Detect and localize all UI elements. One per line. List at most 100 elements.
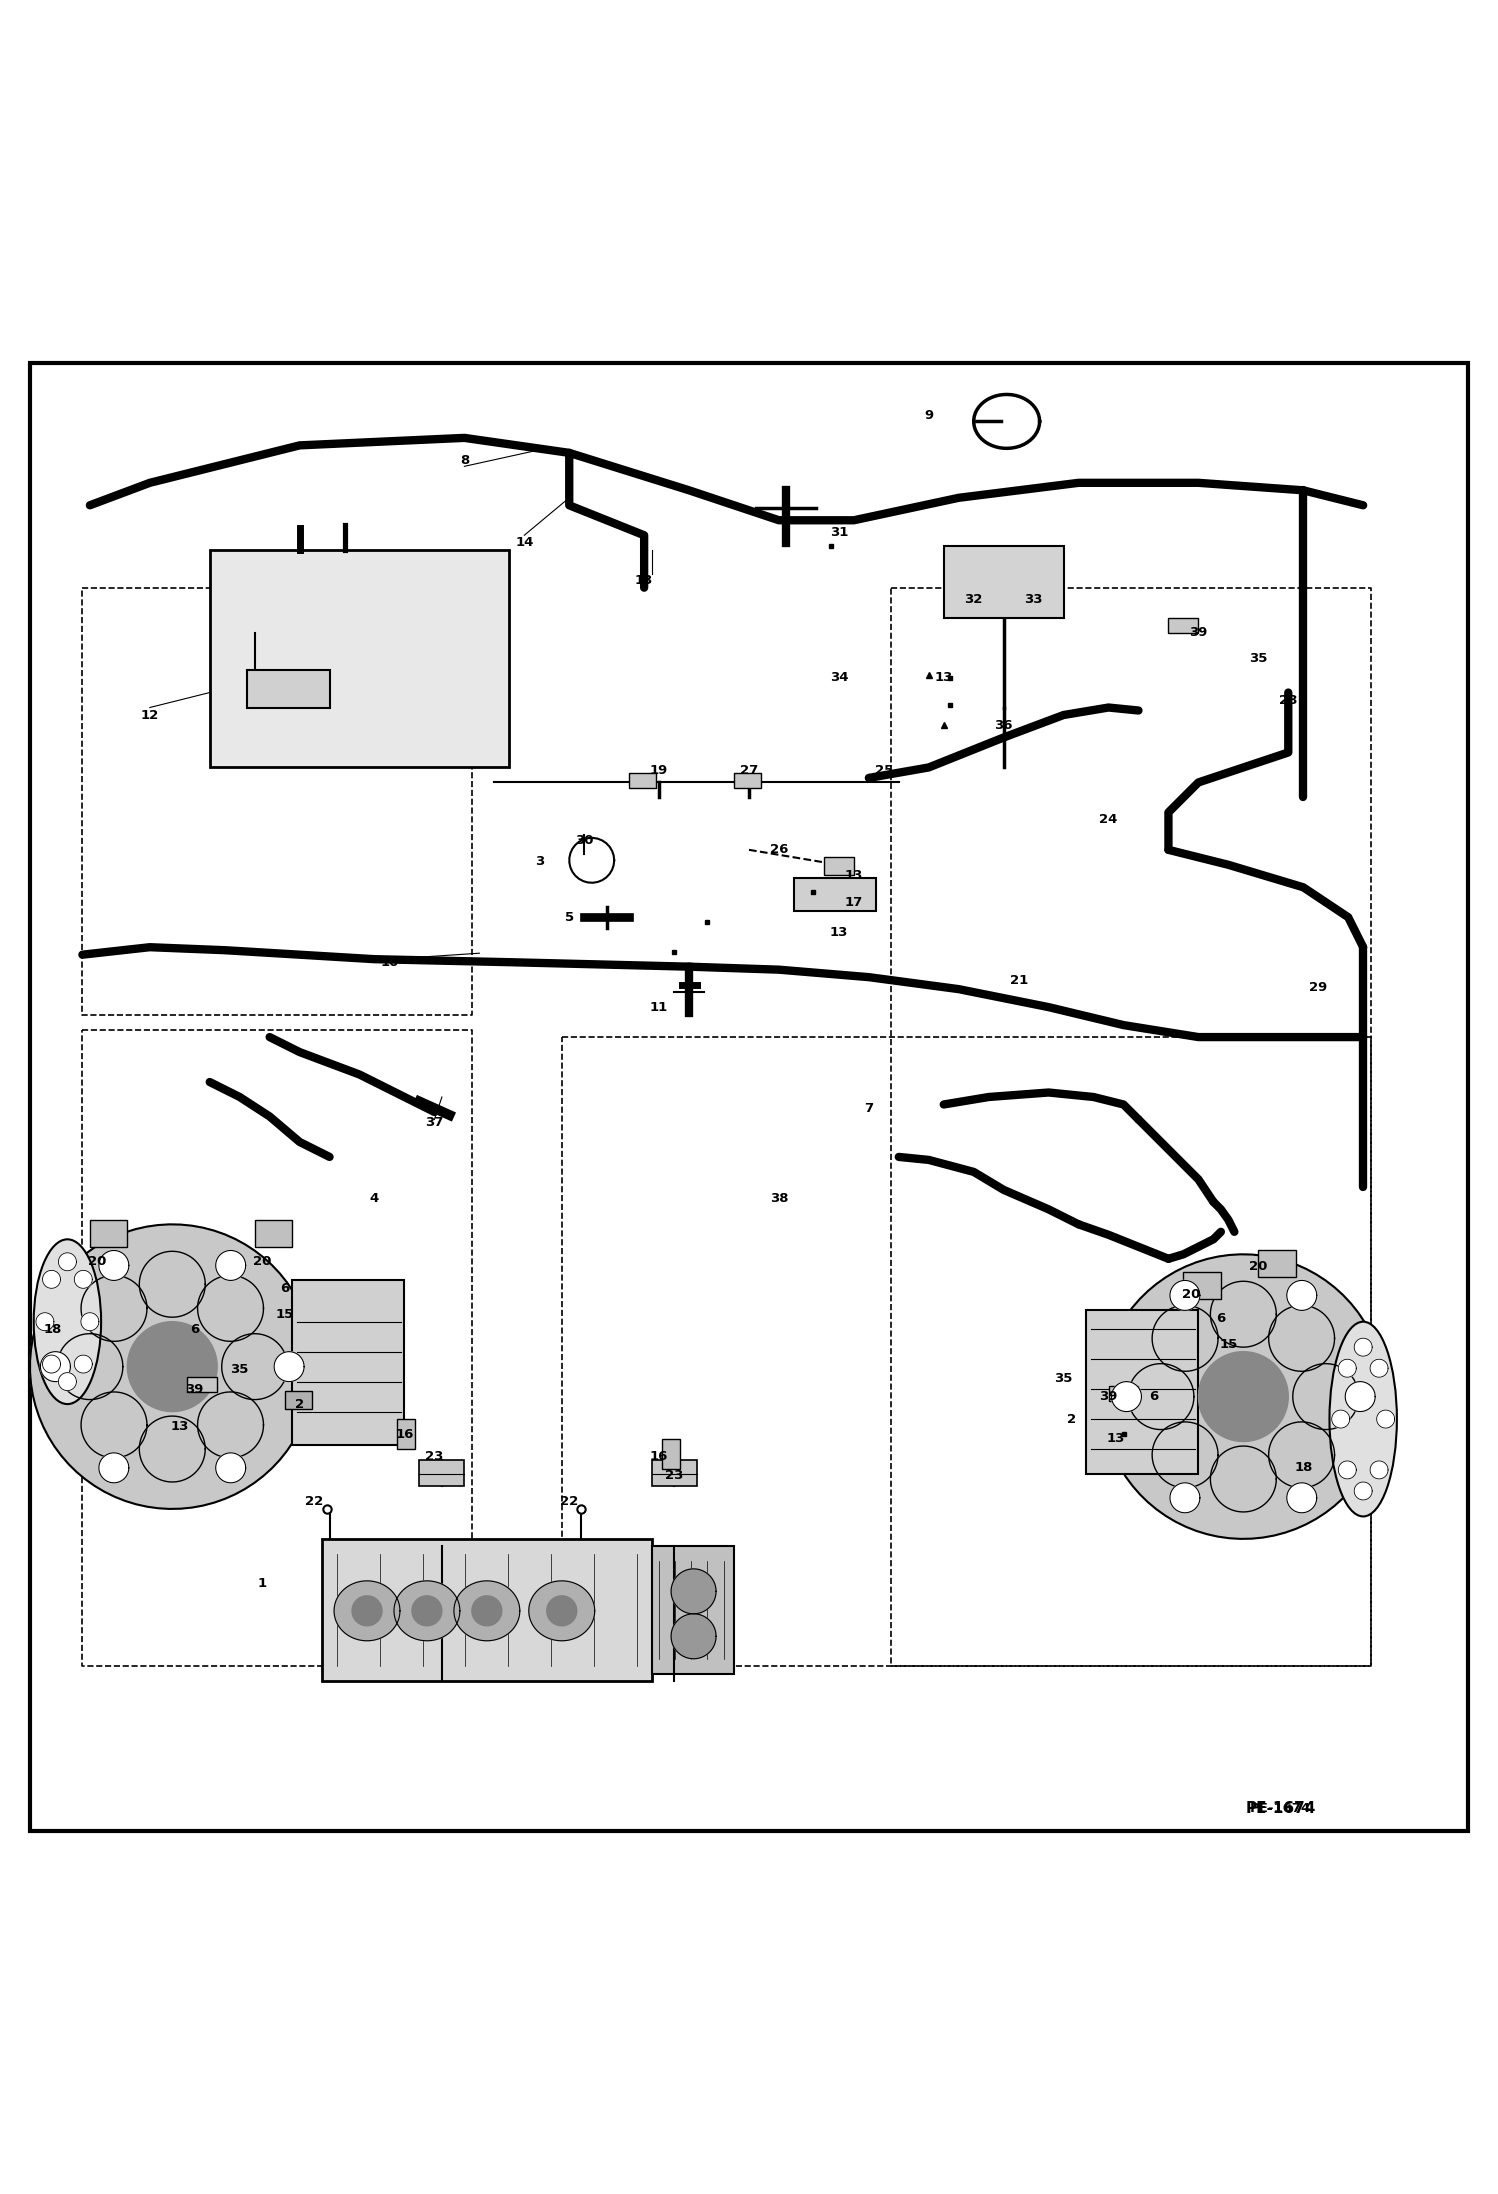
Text: 15: 15	[276, 1308, 294, 1321]
Polygon shape	[216, 1452, 246, 1483]
Text: PE-1674: PE-1674	[1251, 1801, 1311, 1814]
Bar	[794, 878, 876, 911]
Bar	[734, 774, 761, 788]
Text: 8: 8	[460, 454, 469, 467]
Text: 39: 39	[1189, 625, 1207, 638]
Text: 14: 14	[515, 535, 533, 548]
Text: 20: 20	[253, 1255, 271, 1268]
Bar	[652, 1459, 697, 1488]
Polygon shape	[58, 1253, 76, 1270]
Text: 16: 16	[650, 1450, 668, 1463]
Polygon shape	[30, 1224, 315, 1509]
Text: 35: 35	[1249, 652, 1267, 665]
Polygon shape	[75, 1270, 93, 1288]
Bar	[247, 669, 330, 706]
Polygon shape	[216, 1251, 246, 1281]
Ellipse shape	[1330, 1321, 1398, 1516]
Polygon shape	[42, 1356, 60, 1373]
Text: 1: 1	[258, 1577, 267, 1591]
Text: 25: 25	[875, 764, 893, 777]
Text: 3: 3	[535, 856, 544, 869]
Text: 5: 5	[565, 911, 574, 924]
Text: 20: 20	[1182, 1288, 1200, 1301]
Text: 27: 27	[740, 764, 758, 777]
Bar	[285, 1391, 312, 1409]
Text: 20: 20	[1249, 1259, 1267, 1273]
Text: 6: 6	[280, 1281, 289, 1294]
Text: PE-1674: PE-1674	[1246, 1801, 1315, 1817]
Polygon shape	[1287, 1483, 1317, 1514]
Text: 21: 21	[1010, 974, 1028, 987]
Polygon shape	[1170, 1281, 1200, 1310]
Polygon shape	[274, 1352, 304, 1382]
Text: 24: 24	[1100, 814, 1118, 827]
Text: 13: 13	[830, 926, 848, 939]
Text: 23: 23	[665, 1470, 683, 1483]
Bar	[187, 1378, 217, 1393]
Text: 15: 15	[1219, 1338, 1237, 1352]
Text: 36: 36	[995, 720, 1013, 733]
Text: 39: 39	[186, 1382, 204, 1395]
Bar	[90, 1220, 127, 1246]
Text: 39: 39	[1100, 1391, 1118, 1404]
Text: 16: 16	[395, 1428, 413, 1441]
Bar	[1109, 1387, 1138, 1402]
Text: 11: 11	[650, 1000, 668, 1014]
Text: 9: 9	[924, 408, 933, 421]
Text: 4: 4	[370, 1191, 379, 1205]
Text: 13: 13	[935, 671, 953, 685]
Polygon shape	[99, 1452, 129, 1483]
Bar	[944, 546, 1064, 619]
Bar	[662, 1439, 680, 1468]
Polygon shape	[671, 1569, 716, 1615]
Polygon shape	[454, 1582, 520, 1641]
Polygon shape	[1338, 1461, 1356, 1479]
Bar	[210, 551, 509, 768]
Text: 13: 13	[171, 1420, 189, 1433]
Text: 10: 10	[380, 957, 398, 970]
Polygon shape	[334, 1582, 400, 1641]
Text: 2: 2	[1067, 1413, 1076, 1426]
Bar	[419, 1459, 464, 1488]
Text: 29: 29	[1309, 981, 1327, 994]
Text: 12: 12	[141, 709, 159, 722]
Text: 33: 33	[1025, 592, 1043, 606]
Polygon shape	[394, 1582, 460, 1641]
Text: 32: 32	[965, 592, 983, 606]
Text: 18: 18	[1294, 1461, 1312, 1474]
Polygon shape	[127, 1321, 217, 1411]
Bar	[322, 1538, 652, 1681]
Text: 13: 13	[1107, 1433, 1125, 1446]
Polygon shape	[1354, 1338, 1372, 1356]
Ellipse shape	[33, 1240, 100, 1404]
Text: 31: 31	[830, 527, 848, 540]
Polygon shape	[1371, 1461, 1389, 1479]
Text: 28: 28	[1279, 693, 1297, 706]
Text: 20: 20	[88, 1255, 106, 1268]
Text: 35: 35	[231, 1362, 249, 1376]
Text: 7: 7	[864, 1101, 873, 1115]
Polygon shape	[81, 1312, 99, 1332]
Polygon shape	[99, 1251, 129, 1281]
Polygon shape	[58, 1373, 76, 1391]
Bar	[1183, 1273, 1221, 1299]
Polygon shape	[1371, 1360, 1389, 1378]
Text: 38: 38	[770, 1191, 788, 1205]
Text: 37: 37	[425, 1117, 443, 1130]
Polygon shape	[1101, 1255, 1386, 1538]
Polygon shape	[529, 1582, 595, 1641]
Text: 13: 13	[845, 869, 863, 882]
Polygon shape	[1332, 1411, 1350, 1428]
Text: 6: 6	[1149, 1391, 1158, 1404]
Polygon shape	[412, 1595, 442, 1626]
Polygon shape	[671, 1615, 716, 1659]
Polygon shape	[1287, 1281, 1317, 1310]
Bar	[1258, 1251, 1296, 1277]
Polygon shape	[36, 1312, 54, 1332]
Bar	[292, 1279, 404, 1444]
Bar	[1086, 1310, 1198, 1474]
Polygon shape	[1354, 1481, 1372, 1501]
Text: 34: 34	[830, 671, 848, 685]
Text: 35: 35	[1055, 1371, 1073, 1384]
Bar	[652, 1547, 734, 1674]
